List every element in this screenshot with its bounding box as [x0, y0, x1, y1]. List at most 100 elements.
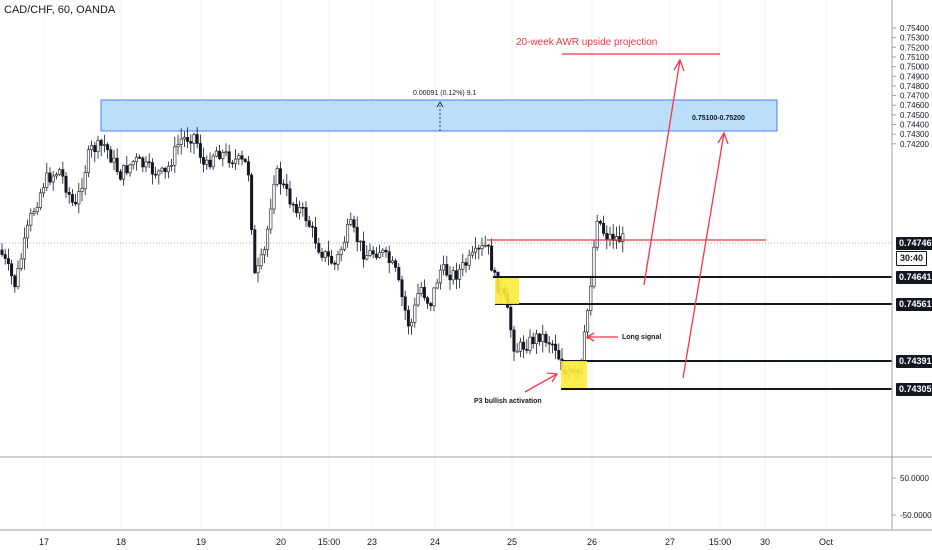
- price-tick-label: 0.74300: [900, 130, 929, 139]
- time-tick-label: 24: [430, 537, 440, 547]
- price-tick-label: 0.74600: [900, 101, 929, 110]
- candle-body: [150, 162, 154, 175]
- candle-body: [371, 250, 375, 255]
- oscillator-axis: 50.0000 -50.0000: [892, 474, 932, 520]
- time-tick-label: 15:00: [709, 537, 732, 547]
- candle-body: [275, 168, 279, 185]
- candle-body: [134, 156, 138, 162]
- candle-body: [202, 157, 206, 165]
- candle-body: [208, 159, 212, 168]
- price-tick-label: 0.74900: [900, 72, 929, 81]
- candle-body: [582, 331, 586, 361]
- candle-body: [173, 146, 177, 166]
- candle-body: [157, 170, 161, 176]
- candle-body: [13, 275, 17, 288]
- candle-body: [45, 172, 49, 188]
- candle-body: [90, 145, 94, 151]
- candle-body: [330, 255, 334, 264]
- candle-body: [163, 167, 167, 173]
- countdown-tag: 30:40: [896, 251, 928, 266]
- candle-body: [246, 161, 250, 176]
- candle-body: [131, 161, 135, 166]
- time-tick-label: 19: [196, 537, 206, 547]
- candle-body: [384, 249, 388, 253]
- price-tick-label: 0.74400: [900, 121, 929, 130]
- candle-body: [48, 172, 52, 183]
- candle-body: [74, 202, 78, 205]
- candle-body: [538, 333, 542, 342]
- time-tick-label: 18: [116, 537, 126, 547]
- candle-body: [38, 192, 42, 208]
- candle-body: [282, 183, 286, 186]
- price-tick-label: 0.74200: [900, 140, 929, 149]
- last-price-tag: 0.74746: [896, 237, 932, 250]
- candle-body: [301, 206, 305, 209]
- projection-arrow-2: [682, 132, 725, 379]
- candle-body: [310, 226, 314, 228]
- candle-body: [378, 252, 382, 258]
- candle-body: [493, 269, 497, 273]
- oscillator-tick-label: 50.0000: [900, 474, 929, 483]
- time-tick-label: 20: [276, 537, 286, 547]
- candle-body: [410, 322, 414, 327]
- candle-body: [80, 188, 84, 192]
- time-tick-label: 23: [367, 537, 377, 547]
- candle-body: [454, 270, 458, 280]
- candle-body: [99, 140, 103, 146]
- price-tick-label: 0.75400: [900, 24, 929, 33]
- candle-body: [467, 254, 471, 266]
- candle-body: [432, 287, 436, 307]
- candle-body: [0, 249, 4, 255]
- candle-body: [355, 226, 359, 243]
- candle-body: [221, 152, 225, 160]
- time-tick-label: 30: [760, 537, 770, 547]
- candle-body: [230, 162, 234, 165]
- candle-body: [112, 157, 116, 163]
- candle-body: [365, 255, 369, 260]
- candle-body: [102, 144, 106, 146]
- candle-body: [605, 233, 609, 240]
- resistance-zone[interactable]: [100, 99, 778, 132]
- candle-body: [141, 157, 145, 168]
- candle-body: [394, 260, 398, 268]
- candle-body: [192, 134, 196, 144]
- candle-body: [426, 297, 430, 304]
- candle-body: [109, 149, 113, 163]
- candle-body: [118, 171, 122, 180]
- time-tick-label: 17: [39, 537, 49, 547]
- candle-body: [205, 159, 209, 165]
- candle-body: [285, 183, 289, 190]
- candle-body: [147, 161, 151, 164]
- candle-body: [317, 242, 321, 253]
- measure-label: 0.00091 (0.12%) 9.1: [413, 90, 477, 97]
- candle-body: [64, 175, 68, 193]
- candle-body: [29, 213, 33, 226]
- candle-body: [435, 282, 439, 289]
- projection-arrow-1: [643, 59, 681, 286]
- candle-body: [6, 258, 10, 264]
- candle-body: [138, 156, 142, 159]
- candle-body: [259, 254, 263, 267]
- price-tick-label: 0.75300: [900, 34, 929, 43]
- candle-body: [10, 263, 14, 277]
- candle-body: [58, 169, 62, 175]
- candle-body: [86, 149, 90, 173]
- candle-body: [240, 155, 244, 160]
- candle-body: [544, 333, 548, 343]
- candle-body: [67, 192, 71, 195]
- candle-body: [618, 236, 622, 242]
- candle-body: [320, 251, 324, 258]
- projection-arrows: [524, 58, 729, 393]
- candle-body: [403, 296, 407, 311]
- candle-body: [438, 269, 442, 284]
- candle-body: [349, 219, 353, 225]
- time-tick-label: Oct: [819, 537, 834, 547]
- candle-body: [515, 350, 519, 353]
- candle-body: [125, 165, 129, 174]
- candle-body: [595, 220, 599, 248]
- candle-body: [592, 246, 596, 287]
- price-tick-label: 0.75100: [900, 53, 929, 62]
- candle-body: [307, 220, 311, 227]
- candle-body: [77, 191, 81, 205]
